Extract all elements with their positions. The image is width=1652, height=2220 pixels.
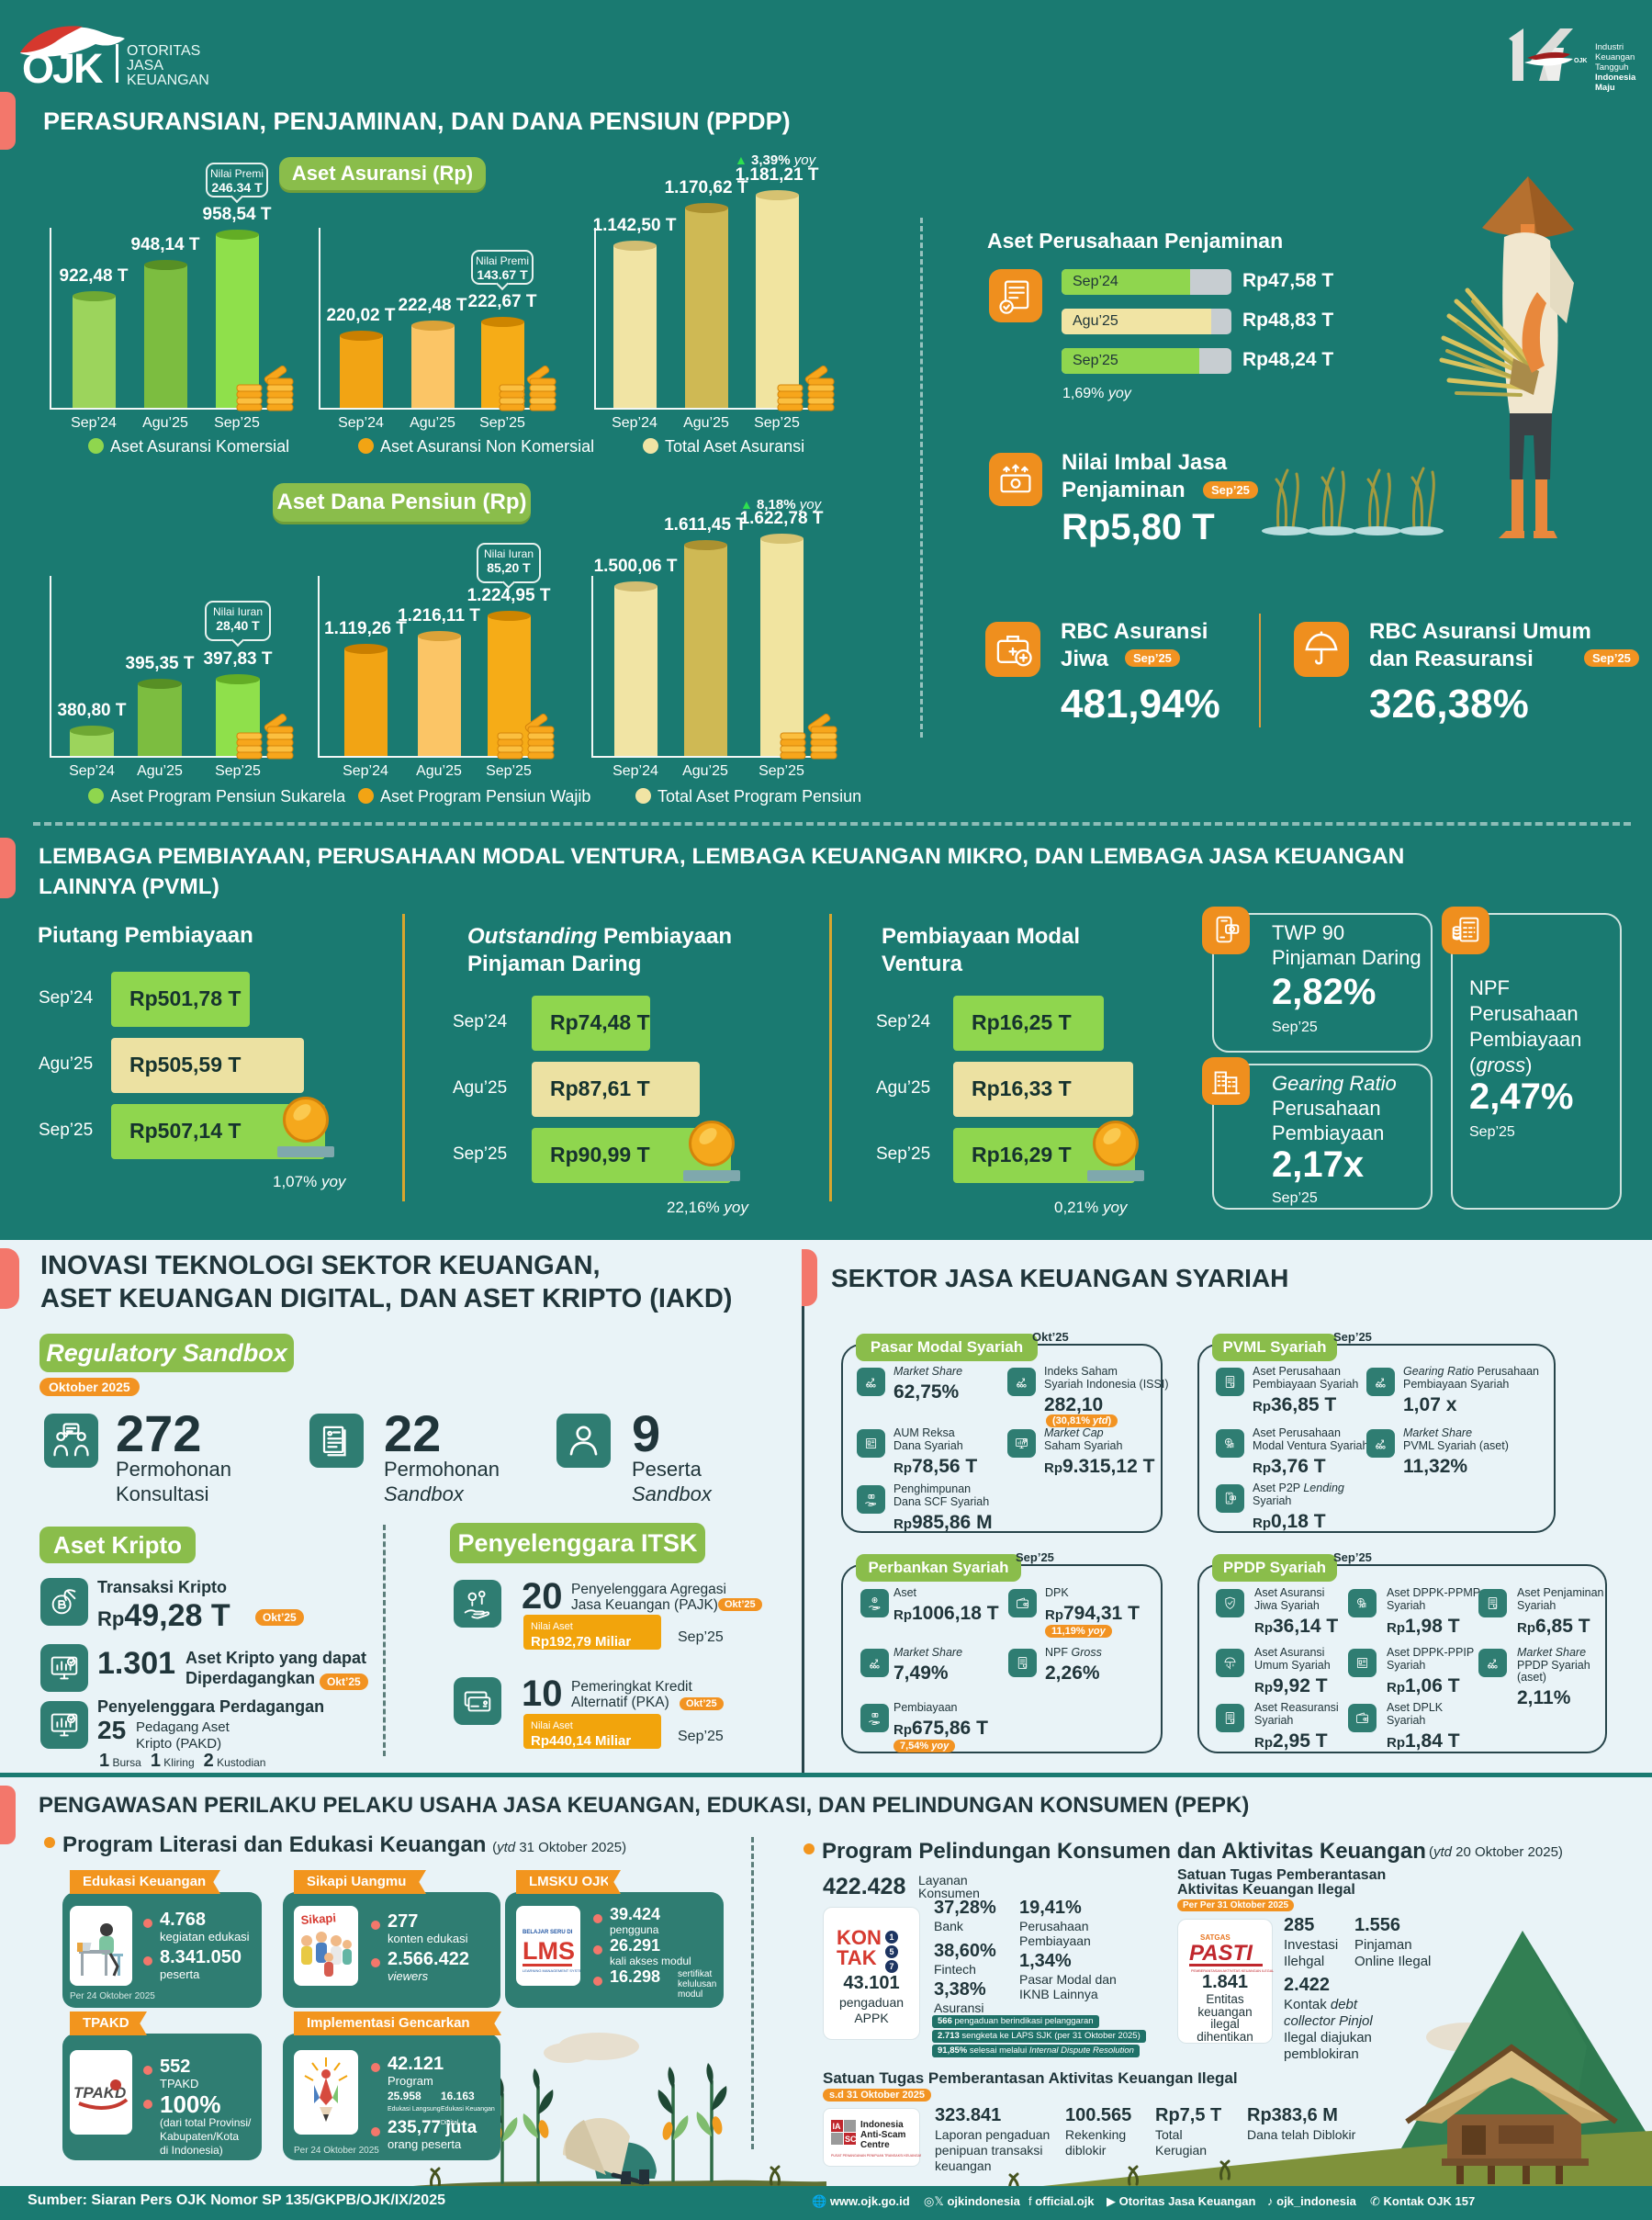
svg-text:JASA: JASA: [127, 58, 163, 73]
svg-text:OJK: OJK: [1574, 58, 1587, 64]
svg-text:OTORITAS: OTORITAS: [127, 43, 200, 59]
svg-text:Industri: Industri: [1595, 42, 1624, 52]
svg-text:TAK: TAK: [837, 1946, 877, 1969]
svg-text:Centre: Centre: [860, 2140, 890, 2150]
svg-text:SATGAS: SATGAS: [1200, 1933, 1231, 1942]
svg-text:Indonesia: Indonesia: [1595, 73, 1636, 83]
svg-text:Sikapi: Sikapi: [300, 1910, 336, 1927]
svg-text:Tangguh: Tangguh: [1595, 62, 1628, 73]
svg-text:BELAJAR SERU DI: BELAJAR SERU DI: [523, 1930, 573, 1935]
svg-text:7: 7: [889, 1962, 893, 1971]
svg-text:Keuangan: Keuangan: [1595, 52, 1635, 62]
svg-text:IA: IA: [833, 2122, 842, 2131]
svg-text:LMS: LMS: [523, 1937, 575, 1965]
svg-text:SC: SC: [845, 2135, 857, 2144]
svg-text:Maju: Maju: [1595, 83, 1615, 93]
svg-text:PASTI: PASTI: [1189, 1941, 1253, 1966]
svg-text:1: 1: [889, 1933, 893, 1942]
svg-text:Indonesia: Indonesia: [860, 2120, 904, 2130]
svg-text:Anti-Scam: Anti-Scam: [860, 2130, 906, 2140]
svg-text:PEMBERANTASAN AKTIVITAS KEUANG: PEMBERANTASAN AKTIVITAS KEUANGAN ILEGAL: [1191, 1969, 1274, 1973]
svg-text:PUSAT PENANGANAN PENIPUAN TRAN: PUSAT PENANGANAN PENIPUAN TRANSAKSI KEUA…: [831, 2154, 921, 2158]
svg-text:LEARNING MANAGEMENT SYSTEM: LEARNING MANAGEMENT SYSTEM: [523, 1968, 580, 1973]
svg-text:KEUANGAN: KEUANGAN: [127, 73, 209, 88]
svg-text:KON: KON: [837, 1926, 882, 1949]
svg-text:5: 5: [889, 1947, 893, 1956]
